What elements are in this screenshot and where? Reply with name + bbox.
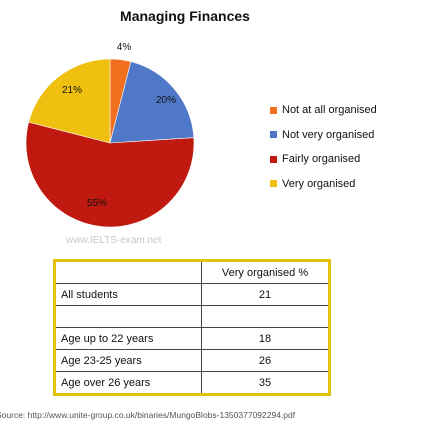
table-cell-value: 35: [201, 371, 330, 395]
legend-label: Fairly organised: [282, 153, 361, 166]
chart-title: Managing Finances: [120, 8, 250, 24]
data-table: Very organised % All students 21 Age up …: [53, 259, 331, 396]
table-row: Age up to 22 years 18: [54, 327, 330, 350]
pie-slice-very-organised: [28, 58, 111, 144]
table-row: Age over 26 years 35: [54, 371, 330, 395]
legend-item-fairly-organised: Fairly organised: [270, 147, 377, 172]
pie-data-label: 21%: [62, 85, 82, 96]
legend-item-not-very-organised: Not very organised: [270, 123, 377, 148]
legend-label: Very organised: [282, 177, 356, 190]
legend-swatch: [270, 155, 277, 163]
legend-label: Not very organised: [282, 128, 375, 141]
pie-data-label: 4%: [117, 42, 132, 53]
table-header-row: Very organised %: [54, 260, 330, 284]
table-cell-label: Age up to 22 years: [54, 327, 202, 350]
table-cell-value: 26: [201, 349, 330, 372]
legend-item-very-organised: Very organised: [270, 172, 377, 197]
table-cell-label: [54, 305, 202, 328]
table-cell-label: All students: [54, 283, 202, 306]
pie-chart: 4% 20% 55% 21%: [25, 42, 195, 228]
table-cell-label: Age 23-25 years: [54, 349, 202, 372]
chart-legend: Not at all organised Not very organised …: [270, 98, 377, 196]
table-cell-value: 21: [201, 283, 330, 306]
legend-label: Not at all organised: [282, 104, 377, 117]
pie-slice-fairly-organised: [25, 121, 195, 228]
pie-slice-not-very-organised: [109, 61, 195, 144]
table-cell-value: 18: [201, 327, 330, 350]
legend-swatch: [270, 131, 277, 139]
table-row: [54, 305, 330, 328]
pie-data-label: 20%: [156, 95, 176, 106]
source-note: Source: http://www.unite-group.co.uk/bin…: [0, 410, 296, 420]
pie-data-label: 55%: [87, 198, 107, 209]
table-header-cell: Very organised %: [201, 260, 330, 284]
legend-swatch: [270, 106, 277, 114]
table-cell-label: Age over 26 years: [54, 371, 202, 395]
table-row: All students 21: [54, 283, 330, 306]
watermark: www.IELTS-exam.net: [66, 235, 162, 246]
table-row: Age 23-25 years 26: [54, 349, 330, 372]
table-cell-value: [201, 305, 330, 328]
legend-swatch: [270, 180, 277, 188]
table-header-cell: [54, 260, 202, 284]
legend-item-not-at-all-organised: Not at all organised: [270, 98, 377, 123]
